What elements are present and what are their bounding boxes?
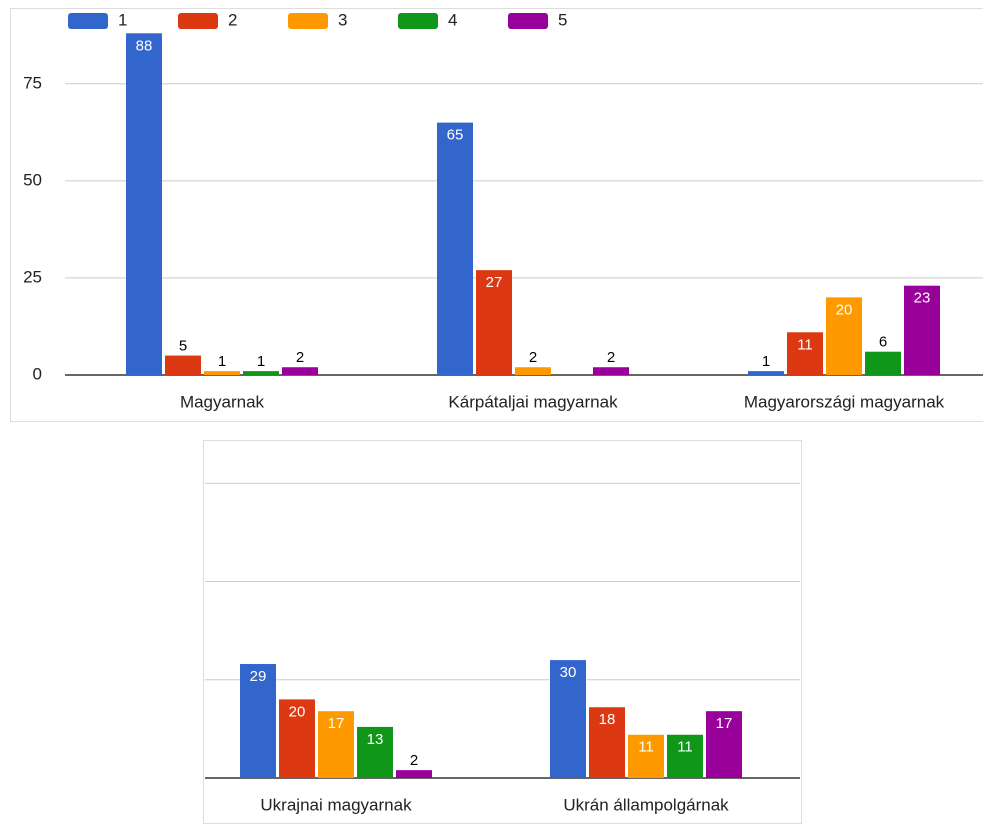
data-label: 11 xyxy=(797,336,813,353)
bar xyxy=(279,699,315,778)
data-label: 30 xyxy=(560,664,577,681)
legend-label: 2 xyxy=(228,10,237,29)
legend-swatch xyxy=(398,13,438,29)
legend-swatch xyxy=(178,13,218,29)
bar xyxy=(748,371,784,375)
x-tick-label: Ukrán állampolgárnak xyxy=(563,795,729,814)
data-label: 17 xyxy=(716,715,733,732)
x-tick-label: Ukrajnai magyarnak xyxy=(260,795,412,814)
y-tick-label: 25 xyxy=(23,267,42,286)
data-label: 11 xyxy=(638,739,654,756)
data-label: 20 xyxy=(836,301,853,318)
bar xyxy=(240,664,276,778)
bar xyxy=(357,726,393,778)
legend-label: 5 xyxy=(558,10,567,29)
data-label: 6 xyxy=(879,334,887,351)
data-label: 11 xyxy=(677,739,693,756)
bar xyxy=(550,660,586,778)
bar xyxy=(165,355,201,375)
y-tick-label: 50 xyxy=(23,170,42,189)
legend-swatch xyxy=(508,13,548,29)
x-tick-label: Magyarnak xyxy=(180,392,265,411)
bar xyxy=(204,371,240,375)
data-label: 88 xyxy=(136,37,153,54)
bar xyxy=(318,711,354,778)
bar xyxy=(589,707,625,778)
bar xyxy=(476,270,512,375)
data-label: 65 xyxy=(447,127,464,144)
data-label: 27 xyxy=(486,274,503,291)
legend-label: 4 xyxy=(448,10,457,29)
bar xyxy=(396,770,432,778)
bar xyxy=(437,122,473,375)
bar xyxy=(787,332,823,375)
data-label: 1 xyxy=(218,353,226,370)
legend-swatch xyxy=(68,13,108,29)
bar xyxy=(126,33,162,375)
data-label: 1 xyxy=(257,353,265,370)
bar xyxy=(593,367,629,375)
bar xyxy=(706,711,742,778)
data-label: 20 xyxy=(289,703,306,720)
data-label: 23 xyxy=(914,290,931,307)
x-tick-label: Kárpátaljai magyarnak xyxy=(448,392,618,411)
data-label: 2 xyxy=(410,752,418,769)
data-label: 5 xyxy=(179,338,187,355)
data-label: 2 xyxy=(296,349,304,366)
data-label: 2 xyxy=(607,349,615,366)
bar xyxy=(904,285,940,375)
data-label: 1 xyxy=(762,353,770,370)
data-label: 13 xyxy=(367,731,384,748)
x-tick-label: Magyarországi magyarnak xyxy=(744,392,945,411)
bar xyxy=(243,371,279,375)
bar xyxy=(826,297,862,375)
legend-label: 1 xyxy=(118,10,127,29)
bar xyxy=(282,367,318,375)
y-tick-label: 0 xyxy=(33,364,42,383)
data-label: 29 xyxy=(250,668,267,685)
bar xyxy=(865,351,901,375)
data-label: 17 xyxy=(328,715,345,732)
y-tick-label: 75 xyxy=(23,73,42,92)
legend-swatch xyxy=(288,13,328,29)
data-label: 18 xyxy=(599,711,616,728)
data-label: 2 xyxy=(529,349,537,366)
bar xyxy=(667,734,703,778)
bar xyxy=(628,734,664,778)
legend-label: 3 xyxy=(338,10,347,29)
bar xyxy=(515,367,551,375)
